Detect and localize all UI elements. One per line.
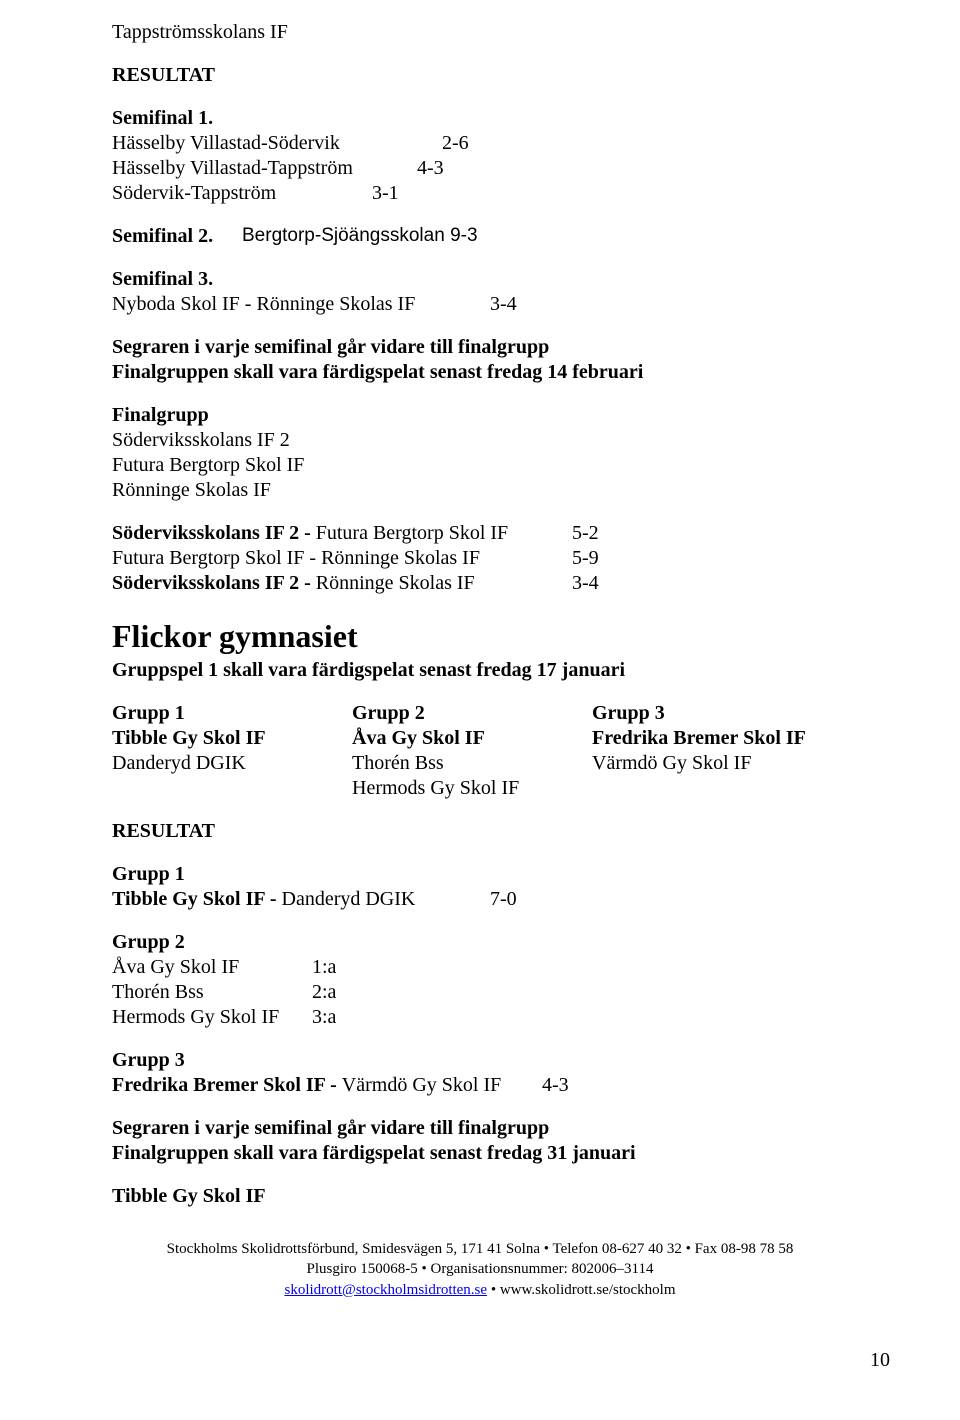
grupp2-heading: Grupp 2 [352, 701, 592, 726]
semifinal1-row-1: Hässelby Villastad-Södervik 2-6 [112, 131, 848, 156]
semifinal2-value: Bergtorp-Sjöängsskolan 9-3 [242, 224, 478, 249]
match-score: 4-3 [542, 1073, 569, 1098]
match-score: 3-4 [490, 292, 517, 317]
match-label: Hässelby Villastad-Tappström [112, 156, 417, 181]
placement: 3:a [312, 1005, 336, 1030]
segraren-line-2: Segraren i varje semifinal går vidare ti… [112, 1116, 848, 1141]
finalgrupp-heading: Finalgrupp [112, 403, 848, 428]
top-team: Tappströmsskolans IF [112, 20, 848, 45]
bottom-team: Tibble Gy Skol IF [112, 1184, 848, 1209]
grupp1-team-a: Tibble Gy Skol IF [112, 726, 352, 751]
match-team-rest: Danderyd DGIK [282, 888, 416, 910]
grupp3-team-a: Fredrika Bremer Skol IF [592, 726, 852, 751]
semifinal1-row-2: Hässelby Villastad-Tappström 4-3 [112, 156, 848, 181]
groups-three-columns: Grupp 1 Tibble Gy Skol IF Danderyd DGIK … [112, 701, 848, 801]
semifinal3-heading: Semifinal 3. [112, 267, 848, 292]
finalgrupp-match-1: Söderviksskolans IF 2 - Futura Bergtorp … [112, 521, 848, 546]
page-number: 10 [870, 1347, 890, 1374]
res-grupp2-heading: Grupp 2 [112, 930, 848, 955]
match-score: 3-1 [372, 181, 399, 206]
finalgruppen-deadline-jan31: Finalgruppen skall vara färdigspelat sen… [112, 1141, 848, 1166]
match-score: 4-3 [417, 156, 444, 181]
grupp3-heading: Grupp 3 [592, 701, 852, 726]
res-grupp2-row-3: Hermods Gy Skol IF 3:a [112, 1005, 848, 1030]
finalgruppen-deadline-feb14: Finalgruppen skall vara färdigspelat sen… [112, 360, 848, 385]
match-label: Södervik-Tappström [112, 181, 372, 206]
match-team-bold: Fredrika Bremer Skol IF - [112, 1074, 342, 1096]
page-footer: Stockholms Skolidrottsförbund, Smidesväg… [112, 1239, 848, 1300]
placement: 2:a [312, 980, 336, 1005]
match-team-rest: Värmdö Gy Skol IF [342, 1074, 501, 1096]
match-label: Nyboda Skol IF - Rönninge Skolas IF [112, 292, 490, 317]
res-grupp2-row-1: Åva Gy Skol IF 1:a [112, 955, 848, 980]
team-label: Hermods Gy Skol IF [112, 1005, 312, 1030]
match-score: 7-0 [490, 887, 517, 912]
grupp1-heading: Grupp 1 [112, 701, 352, 726]
match-team-rest: Futura Bergtorp Skol IF [316, 522, 508, 544]
semifinal2-row: Semifinal 2. Bergtorp-Sjöängsskolan 9-3 [112, 224, 848, 249]
finalgrupp-team-3: Rönninge Skolas IF [112, 478, 848, 503]
res-grupp1-row: Tibble Gy Skol IF - Danderyd DGIK 7-0 [112, 887, 848, 912]
match-team-bold: Söderviksskolans IF 2 - [112, 572, 316, 594]
footer-line-1: Stockholms Skolidrottsförbund, Smidesväg… [112, 1239, 848, 1259]
finalgrupp-match-2: Futura Bergtorp Skol IF - Rönninge Skola… [112, 546, 848, 571]
footer-line-2: Plusgiro 150068-5 • Organisationsnummer:… [112, 1259, 848, 1279]
semifinal2-label: Semifinal 2. [112, 224, 242, 249]
footer-line-3-rest: • www.skolidrott.se/stockholm [487, 1282, 675, 1298]
footer-line-3: skolidrott@stockholmsidrotten.se • www.s… [112, 1280, 848, 1300]
resultat-heading-2: RESULTAT [112, 819, 848, 844]
match-score: 3-4 [572, 571, 599, 596]
team-label: Åva Gy Skol IF [112, 955, 312, 980]
match-team-rest: Rönninge Skolas IF [316, 572, 475, 594]
grupp1-team-b: Danderyd DGIK [112, 751, 352, 776]
grupp2-team-b: Thorén Bss [352, 751, 592, 776]
grupp3-team-b: Värmdö Gy Skol IF [592, 751, 852, 776]
res-grupp2-row-2: Thorén Bss 2:a [112, 980, 848, 1005]
match-score: 2-6 [442, 131, 469, 156]
semifinal1-row-3: Södervik-Tappström 3-1 [112, 181, 848, 206]
resultat-heading-1: RESULTAT [112, 63, 848, 88]
semifinal3-row-1: Nyboda Skol IF - Rönninge Skolas IF 3-4 [112, 292, 848, 317]
grupp2-team-a: Åva Gy Skol IF [352, 726, 592, 751]
segraren-line: Segraren i varje semifinal går vidare ti… [112, 335, 848, 360]
match-score: 5-9 [572, 546, 599, 571]
res-grupp1-heading: Grupp 1 [112, 862, 848, 887]
placement: 1:a [312, 955, 336, 980]
grupp2-team-c: Hermods Gy Skol IF [352, 776, 592, 801]
team-label: Thorén Bss [112, 980, 312, 1005]
gruppspel-deadline: Gruppspel 1 skall vara färdigspelat sena… [112, 658, 848, 683]
match-label: Futura Bergtorp Skol IF - Rönninge Skola… [112, 546, 572, 571]
flickor-gymnasiet-heading: Flickor gymnasiet [112, 616, 848, 656]
semifinal1-heading: Semifinal 1. [112, 106, 848, 131]
footer-email-link[interactable]: skolidrott@stockholmsidrotten.se [285, 1282, 488, 1298]
match-score: 5-2 [572, 521, 599, 546]
finalgrupp-match-3: Söderviksskolans IF 2 - Rönninge Skolas … [112, 571, 848, 596]
match-label: Hässelby Villastad-Södervik [112, 131, 442, 156]
finalgrupp-team-2: Futura Bergtorp Skol IF [112, 453, 848, 478]
res-grupp3-heading: Grupp 3 [112, 1048, 848, 1073]
match-team-bold: Tibble Gy Skol IF - [112, 888, 282, 910]
res-grupp3-row: Fredrika Bremer Skol IF - Värmdö Gy Skol… [112, 1073, 848, 1098]
finalgrupp-team-1: Söderviksskolans IF 2 [112, 428, 848, 453]
match-team-bold: Söderviksskolans IF 2 - [112, 522, 316, 544]
